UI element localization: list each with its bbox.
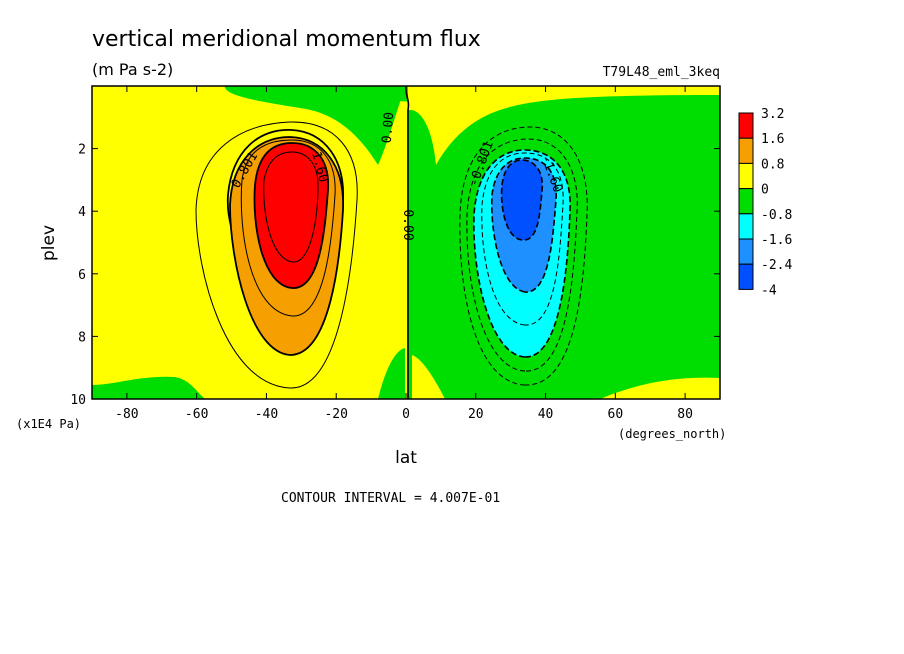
y-tick-label: 4	[78, 205, 86, 220]
y-tick-label: 8	[78, 330, 86, 345]
x-units-label: (degrees_north)	[618, 427, 726, 441]
run-label: T79L48_eml_3keq	[603, 65, 720, 80]
colorbar-swatch	[738, 238, 754, 265]
x-tick-label: -60	[185, 407, 208, 422]
chart-title: vertical meridional momentum flux	[92, 27, 481, 52]
field-green-patch-top	[224, 86, 405, 165]
field-yellow-patch-top	[408, 86, 720, 165]
contour-label-zero-top: 0.00	[380, 111, 398, 144]
colorbar-label: -4	[761, 283, 777, 298]
colorbar-swatch	[738, 162, 754, 190]
contour-neg-0.4	[466, 138, 578, 372]
colorbar-swatch	[738, 188, 754, 215]
field-green-patch-bottomcenter	[378, 348, 405, 399]
x-tick-label: 60	[608, 407, 624, 422]
contour-neg-2.4	[500, 159, 544, 241]
colorbar-label: 1.6	[761, 132, 784, 147]
x-tick-label: 20	[468, 407, 484, 422]
colorbar-swatch	[738, 263, 754, 290]
y-tick-label: 6	[78, 268, 86, 283]
contour-pos-2.0	[253, 142, 329, 289]
x-axis-label: lat	[395, 448, 417, 468]
field-layer	[92, 86, 720, 399]
colorbar-label: 3.2	[761, 107, 784, 122]
x-tick-label: 80	[677, 407, 693, 422]
y-axis: 2 4 6 8 10	[70, 143, 720, 408]
chart-subtitle: (m Pa s-2)	[92, 60, 173, 79]
x-tick-label: -20	[324, 407, 347, 422]
x-axis: -80 -60 -40 -20 0 20 40 60 80	[115, 86, 693, 422]
contour-pos-1.2	[240, 139, 336, 317]
contour-interval-text: CONTOUR INTERVAL = 4.007E-01	[281, 491, 500, 506]
field-yellow-patch-se	[600, 377, 720, 399]
colorbar-label: -1.6	[761, 233, 792, 248]
colorbar-label: -2.4	[761, 258, 792, 273]
contour-label-zero-mid: 0.00	[400, 209, 415, 240]
contour-pos-outer	[195, 121, 358, 389]
colorbar: 3.2 1.6 0.8 0 -0.8 -1.6 -2.4 -4	[738, 107, 792, 298]
x-tick-label: 40	[538, 407, 554, 422]
x-tick-label: -80	[115, 407, 138, 422]
y-tick-label: 2	[78, 143, 86, 158]
colorbar-label: 0.8	[761, 157, 784, 172]
y-units-label: (x1E4 Pa)	[16, 417, 81, 431]
y-tick-label: 10	[70, 393, 86, 408]
colorbar-swatch	[738, 112, 754, 139]
contour-neg-outer	[459, 126, 588, 386]
x-tick-label: 0	[402, 407, 410, 422]
colorbar-swatch	[738, 213, 754, 240]
field-yellow-patch-bottomcenter	[412, 355, 445, 399]
contour-neg-1.2	[481, 152, 564, 326]
y-axis-label: plev	[39, 225, 59, 261]
field-green-patch-sw	[92, 376, 205, 399]
colorbar-label: -0.8	[761, 208, 792, 223]
contour-pos-2.4	[263, 151, 319, 263]
x-tick-label: -40	[255, 407, 278, 422]
colorbar-swatch	[738, 137, 754, 164]
colorbar-label: 0	[761, 183, 769, 198]
